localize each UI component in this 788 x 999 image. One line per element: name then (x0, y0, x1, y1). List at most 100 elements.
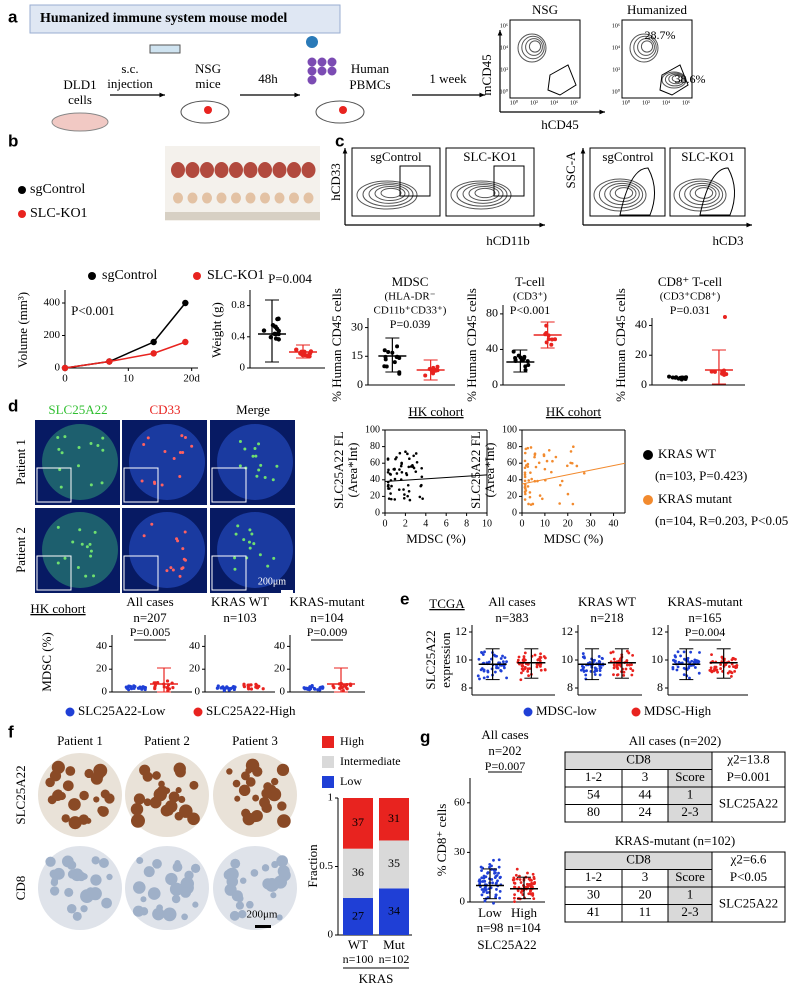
label: 1-2 (585, 769, 602, 784)
scatter-dot (527, 674, 530, 678)
scatter-dot (521, 669, 525, 672)
y-tick-label: 0.8 (231, 299, 245, 311)
ihc-stain (101, 897, 112, 909)
signal (236, 524, 240, 528)
label: SLC25A22 (48, 402, 107, 417)
scatter-dot (480, 893, 484, 897)
scatter-dot (675, 668, 679, 672)
scatter-dot (676, 665, 680, 669)
signal (171, 568, 175, 572)
label: CD8 (626, 852, 651, 867)
ihc-stain (271, 777, 279, 786)
scatter-dot (533, 881, 537, 884)
signal (275, 464, 279, 468)
scatter-dot (488, 865, 491, 869)
x-tick-label: 0 (62, 373, 68, 385)
contour (678, 180, 724, 209)
label: injection (107, 76, 153, 91)
scatter-dot (480, 869, 483, 873)
scatter-dot (397, 488, 401, 491)
flow-tick: 10² (612, 67, 620, 73)
ihc-stain (245, 777, 256, 787)
scatter-dot (386, 470, 390, 474)
scatter-dot (631, 669, 635, 672)
legend-dot (18, 186, 26, 194)
label: KRAS WT (658, 446, 716, 461)
scatter-dot (412, 454, 415, 458)
label: SLC25A22-High (206, 703, 296, 718)
ihc-stain (152, 907, 165, 921)
y-tick-label: 40 (486, 341, 498, 355)
scatter-dot (523, 479, 527, 483)
ihc-stain (276, 763, 290, 777)
scatter-dot (407, 490, 411, 493)
signal (150, 522, 154, 526)
ihc-stain (100, 789, 110, 799)
label: (n=104, R=0.203, P<0.05) (655, 513, 788, 528)
scatter-dot (622, 670, 626, 674)
label: SSC-A (563, 151, 578, 188)
scatter-dot (400, 461, 403, 465)
signal (63, 556, 67, 560)
scatter-dot (498, 889, 502, 893)
scatter-dot (228, 687, 233, 691)
signal (248, 528, 252, 532)
legend-swatch (322, 756, 334, 768)
label: Humanized (627, 2, 687, 17)
ihc-stain (49, 886, 60, 896)
point (150, 338, 157, 346)
ihc-stain (238, 784, 251, 797)
label: SLC25A22 FL (331, 431, 346, 509)
scatter-dot (482, 669, 486, 673)
scatter-dot (630, 673, 634, 677)
ihc-stain (277, 801, 287, 811)
ihc-stain (234, 795, 241, 802)
y-tick-label: 0 (357, 377, 363, 391)
scatter-dot (497, 871, 500, 875)
tumor (245, 192, 256, 204)
y-tick-label: 80 (507, 441, 517, 452)
label: All cases (n=202) (629, 733, 722, 748)
ihc-stain (250, 812, 261, 823)
scatter-dot (575, 464, 579, 468)
contour (517, 33, 547, 63)
scatter-dot (249, 683, 253, 687)
scatter-dot (171, 686, 175, 690)
ihc-stain (192, 901, 199, 908)
ihc-stain (98, 806, 109, 817)
label: Low (478, 905, 502, 920)
scatter-dot (312, 686, 316, 691)
label: MDSC (%) (544, 531, 604, 546)
panel-letter: e (400, 589, 409, 608)
ihc-stain (240, 771, 250, 781)
label: P=0.004 (268, 271, 312, 286)
scatter-dot (622, 674, 626, 677)
tissue (42, 512, 118, 588)
scatter-dot (526, 662, 530, 666)
signal (250, 532, 254, 536)
scatter-dot (400, 470, 404, 474)
label: SLC25A22 (719, 795, 778, 810)
ihc-stain (277, 814, 291, 828)
tumor (229, 162, 243, 178)
label: P=0.005 (130, 625, 170, 639)
scatter-dot (525, 882, 529, 886)
scatter-dot (513, 893, 516, 897)
x-tick-label: 10 (540, 518, 550, 529)
scatter-dot (383, 357, 388, 362)
scatter-dot (319, 685, 323, 689)
gate (399, 165, 431, 197)
y-tick-label: 40 (635, 317, 647, 331)
label: Patient 3 (232, 733, 278, 748)
y-tick-label: 20 (507, 491, 517, 502)
scatter-dot (406, 494, 409, 498)
contour (521, 35, 545, 60)
scatter-dot (493, 670, 497, 674)
cell: 30 (587, 887, 600, 902)
signal (93, 530, 97, 534)
signal (71, 540, 75, 544)
ihc-stain (252, 794, 260, 802)
scatter-dot (143, 687, 147, 692)
ihc-stain (51, 760, 65, 774)
scatter-dot (539, 664, 542, 668)
